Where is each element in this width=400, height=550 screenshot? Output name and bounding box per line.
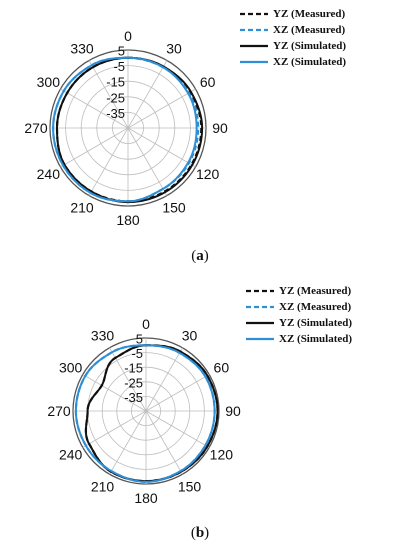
radial-tick-label: -35	[106, 106, 125, 121]
angle-tick-label: 240	[37, 166, 61, 182]
angle-tick-label: 180	[116, 212, 140, 228]
grid-spoke	[60, 127, 129, 168]
angle-tick-label: 120	[196, 166, 220, 182]
angle-tick-label: 150	[178, 478, 202, 494]
radial-tick-label: -15	[124, 361, 143, 376]
angle-tick-label: 60	[214, 360, 230, 376]
angle-tick-label: 0	[142, 316, 150, 332]
angle-tick-label: 30	[166, 40, 182, 56]
radial-tick-label: -5	[113, 59, 125, 74]
radial-tick-label: -15	[106, 75, 125, 90]
angle-tick-label: 270	[47, 403, 71, 419]
grid-spoke	[145, 410, 210, 448]
angle-tick-label: 210	[91, 478, 115, 494]
legend-label: XZ (Measured)	[279, 301, 352, 313]
grid-spoke	[82, 374, 147, 412]
radial-tick-label: 5	[118, 44, 125, 59]
series-line-3	[52, 56, 198, 203]
legend-label: YZ (Measured)	[279, 285, 352, 297]
legend-label: YZ (Simulated)	[279, 317, 352, 329]
angle-tick-label: 330	[91, 328, 115, 344]
grid-spoke	[127, 60, 168, 129]
legend-label: XZ (Simulated)	[279, 333, 352, 345]
radial-tick-label: -25	[106, 90, 125, 105]
grid-spoke	[127, 127, 168, 196]
grid-spoke	[88, 127, 129, 196]
angle-tick-label: 0	[124, 28, 132, 44]
angle-tick-label: 210	[70, 200, 94, 216]
panel-b: 0 30 60 90 120 150 180 210 240 270 300 330 5 -5 -15 -25…	[0, 275, 400, 550]
angle-tick-label: 240	[59, 447, 83, 463]
grid-spoke	[109, 410, 147, 475]
series-line-3	[74, 344, 216, 483]
angle-tick-label: 270	[24, 120, 48, 136]
radial-tick-label: -35	[124, 390, 143, 405]
angle-tick-label: 180	[134, 490, 158, 506]
grid-spoke	[145, 347, 183, 412]
angle-tick-label: 300	[37, 74, 61, 90]
grid-spoke	[127, 127, 196, 168]
grid-spoke	[145, 410, 183, 475]
grid-spoke	[88, 60, 129, 129]
legend-label: XZ (Simulated)	[273, 56, 346, 68]
radial-tick-label: -25	[124, 375, 143, 390]
legend-label: XZ (Measured)	[273, 24, 346, 36]
panel-a: 0 30 60 90 120 150 180 210 240 270 300 330 5 -5 -15 -25…	[24, 8, 346, 264]
angle-tick-label: 90	[225, 403, 241, 419]
angle-tick-label: 150	[162, 200, 186, 216]
angle-tick-label: 90	[212, 120, 228, 136]
panel-caption-letter: a	[196, 248, 204, 264]
grid-spoke	[145, 374, 210, 412]
radial-tick-label: 5	[136, 332, 143, 347]
angle-tick-label: 120	[210, 447, 234, 463]
polar-chart-a: 0 30 60 90 120 150 180 210 240 270 300 330 5-5-15-25…	[24, 8, 346, 264]
polar-chart-b: 0 30 60 90 120 150 180 210 240 270 300 330 5-5-15-25…	[47, 285, 352, 541]
legend-label: YZ (Measured)	[273, 8, 346, 20]
angle-tick-label: 330	[70, 40, 94, 56]
angle-tick-label: 60	[200, 74, 216, 90]
panel-caption-letter: b	[196, 525, 204, 541]
panel-caption: (a)	[191, 248, 209, 264]
grid-spoke	[82, 410, 147, 448]
grid-spoke	[127, 88, 196, 129]
panel-caption: (b)	[191, 525, 209, 541]
radial-tick-label: -5	[131, 346, 143, 361]
legend-label: YZ (Simulated)	[273, 40, 346, 52]
angle-tick-label: 30	[182, 328, 198, 344]
angle-tick-label: 300	[59, 360, 83, 376]
grid-spoke	[60, 88, 129, 129]
